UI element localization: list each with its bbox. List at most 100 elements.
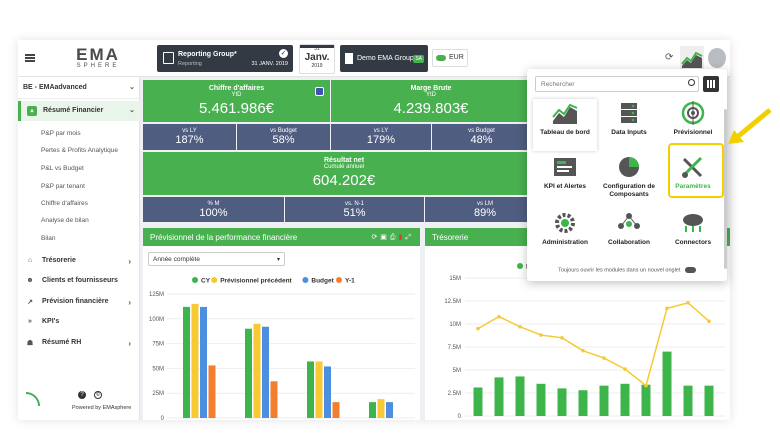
kpi-label: vs LM xyxy=(476,201,493,207)
pdf-icon[interactable]: ▮ xyxy=(398,234,406,241)
y-tick-label: 75M xyxy=(152,342,164,348)
cal-month: Janv. xyxy=(304,52,330,63)
kpi-ca-vs-budget: vs Budget 58% xyxy=(237,124,330,150)
kpi-label: % M xyxy=(207,201,220,207)
gear-icon xyxy=(555,213,575,233)
module-previsionnel[interactable]: Prévisionnel xyxy=(661,99,725,151)
sidebar-subitem[interactable]: Analyse de bilan xyxy=(41,217,89,224)
kpi-value: 604.202€ xyxy=(312,172,376,189)
logo: EMA SPHERE xyxy=(63,46,133,69)
sidebar-subitem[interactable]: Bilan xyxy=(41,235,56,242)
module-label: Data Inputs xyxy=(611,129,647,136)
sidebar-item-resume-financier[interactable]: ▴ Résumé Financier ⌄ xyxy=(18,101,140,121)
module-kpi-alertes[interactable]: KPI et Alertes xyxy=(533,153,597,205)
module-collaboration[interactable]: Collaboration xyxy=(597,209,661,261)
trend-icon: ↗ xyxy=(27,299,33,306)
date-picker[interactable]: 31 Janv. 2019 xyxy=(299,44,335,74)
sidebar-item-clients[interactable]: ☻ Clients et fournisseurs xyxy=(18,277,140,284)
line-point xyxy=(686,301,690,305)
bar xyxy=(515,376,525,416)
period-select[interactable]: Année complète ▾ xyxy=(148,252,285,266)
sidebar-subitem[interactable]: P&P par mois xyxy=(41,130,81,137)
line-point xyxy=(560,336,564,340)
kpi-value: 89% xyxy=(473,207,497,219)
sidebar-footer: ? © Powered by EMAsphere xyxy=(18,387,140,420)
settings-checkbox-icon[interactable] xyxy=(315,87,324,96)
bar xyxy=(599,385,609,416)
sidebar-subitem[interactable]: P&L vs Budget xyxy=(41,165,84,172)
sidebar-item-kpis[interactable]: » KPI's xyxy=(18,318,140,325)
sidebar-subitem[interactable]: Pertes & Profits Analytique xyxy=(41,147,118,154)
module-connectors[interactable]: Connectors xyxy=(661,209,725,261)
new-tab-toggle[interactable] xyxy=(684,267,696,273)
currency-label: EUR xyxy=(449,54,464,61)
module-tableau-de-bord[interactable]: Tableau de bord xyxy=(533,99,597,151)
target-icon xyxy=(681,101,705,125)
y-tick-label: 0 xyxy=(161,416,165,420)
y-tick-label: 2.5M xyxy=(448,391,461,397)
module-label: Prévisionnel xyxy=(673,129,713,136)
kpi-value: 48% xyxy=(470,134,493,146)
panel-tools[interactable]: ⟳▣⎙▮⤢ xyxy=(371,234,414,241)
kpi-value: 187% xyxy=(175,134,204,146)
bar xyxy=(704,385,714,416)
legend-label: Prévisionnel précédent xyxy=(220,278,292,285)
module-label: Tableau de bord xyxy=(540,129,590,136)
module-label: Connectors xyxy=(674,239,712,246)
sidebar-item-label: KPI's xyxy=(42,318,60,325)
module-data-inputs[interactable]: Data Inputs xyxy=(597,99,661,151)
y-tick-label: 125M xyxy=(149,292,164,298)
line-point xyxy=(623,367,627,371)
bar xyxy=(620,383,630,416)
company-selector[interactable]: Demo EMA Group SA xyxy=(340,45,428,72)
bar xyxy=(683,385,693,416)
bar xyxy=(200,306,207,418)
currency-toggle[interactable]: EUR xyxy=(432,49,468,67)
kpi-label: Chiffre d'affaires xyxy=(208,85,265,92)
sidebar-subitem[interactable]: Chiffre d'affaires xyxy=(41,200,88,207)
help-icon[interactable]: ? xyxy=(78,391,86,399)
users-icon: ☻ xyxy=(26,277,34,284)
scrollbar[interactable] xyxy=(724,109,727,269)
top-bar: EMA SPHERE Reporting Group* Reporting 31… xyxy=(18,40,730,77)
reporting-group-selector[interactable]: Reporting Group* Reporting 31 JANV. 2019… xyxy=(157,45,293,72)
sidebar-item-tresorerie[interactable]: ⌂ Trésorerie › xyxy=(18,257,140,266)
kpi-sublabel: Cumulé annuel xyxy=(323,164,365,170)
y-tick-label: 12.5M xyxy=(444,299,461,305)
bar xyxy=(307,361,314,418)
entity-selector[interactable]: BE - EMAadvanced ⌄ xyxy=(18,77,140,99)
module-configuration[interactable]: Configuration de Composants xyxy=(597,153,661,205)
parametres-highlight xyxy=(668,143,724,198)
line-point xyxy=(476,326,480,331)
powered-by: Powered by EMAsphere xyxy=(72,405,132,411)
module-administration[interactable]: Administration xyxy=(533,209,597,261)
calendar-header xyxy=(300,45,334,48)
kpi-value: 4.239.803€ xyxy=(393,100,469,117)
dashboard-icon xyxy=(552,103,578,124)
bar xyxy=(473,387,483,416)
sidebar-item-prevision[interactable]: ↗ Prévision financière › xyxy=(18,298,140,307)
module-parametres[interactable]: Paramètres xyxy=(661,153,725,205)
menu-icon[interactable] xyxy=(25,54,35,62)
sidebar-item-resume-rh[interactable]: ☗ Résumé RH › xyxy=(18,339,140,348)
refresh-icon[interactable]: ⟳ xyxy=(665,52,674,63)
kpi-pm: % M 100% xyxy=(143,197,284,222)
avatar[interactable] xyxy=(708,48,726,68)
chevron-right-icon: › xyxy=(128,339,131,348)
panel-previsionnel: Prévisionnel de la performance financièr… xyxy=(143,228,420,420)
bar xyxy=(578,390,588,416)
copyright-icon[interactable]: © xyxy=(94,391,102,399)
company-badge: SA xyxy=(413,55,424,63)
bar xyxy=(641,384,651,416)
cal-day: 31 xyxy=(314,46,320,52)
legend-marker xyxy=(336,277,342,283)
bank-icon: ⌂ xyxy=(27,257,33,264)
grid-icon[interactable] xyxy=(703,76,719,92)
kpi-lm: vs LM 89% xyxy=(425,197,545,222)
dashboard-module-icon[interactable] xyxy=(680,46,704,70)
kpi-mb-vs-budget: vs Budget 48% xyxy=(432,124,531,150)
sidebar-subitem[interactable]: P&P par tenant xyxy=(41,183,85,190)
bar xyxy=(270,381,278,418)
kpi-icon xyxy=(554,158,576,176)
module-search-input[interactable]: Rechercher xyxy=(535,76,699,92)
